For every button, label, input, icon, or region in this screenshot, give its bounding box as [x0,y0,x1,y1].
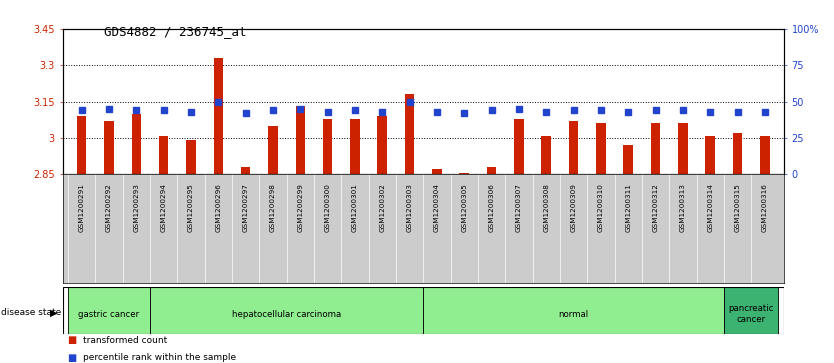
Bar [432,170,442,174]
Bar [596,123,605,174]
Text: GSM1200305: GSM1200305 [461,183,467,232]
Text: ■: ■ [67,352,76,363]
Bar [487,167,496,174]
Text: GSM1200301: GSM1200301 [352,183,358,232]
Text: GSM1200292: GSM1200292 [106,183,112,232]
Bar [624,145,633,174]
Bar [724,287,778,334]
Text: GSM1200306: GSM1200306 [489,183,495,232]
Bar [460,173,469,174]
Text: GSM1200313: GSM1200313 [680,183,686,232]
Bar [158,135,168,174]
Text: GSM1200303: GSM1200303 [407,183,413,232]
Text: GSM1200299: GSM1200299 [297,183,304,232]
Text: GSM1200291: GSM1200291 [78,183,85,232]
Bar [423,287,724,334]
Bar [132,114,141,174]
Text: GSM1200309: GSM1200309 [570,183,576,232]
Bar [77,116,87,174]
Bar [68,287,150,334]
Text: GSM1200296: GSM1200296 [215,183,221,232]
Bar [678,123,688,174]
Bar [350,119,359,174]
Text: GSM1200315: GSM1200315 [735,183,741,232]
Text: transformed count: transformed count [83,336,168,344]
Bar [323,119,333,174]
Text: normal: normal [559,310,589,319]
Bar [295,106,305,174]
Text: percentile rank within the sample: percentile rank within the sample [83,353,237,362]
Bar [651,123,661,174]
Text: gastric cancer: gastric cancer [78,310,139,319]
Bar [404,94,414,174]
Text: GSM1200302: GSM1200302 [379,183,385,232]
Bar [104,121,113,174]
Bar [186,140,196,174]
Text: GSM1200316: GSM1200316 [761,183,768,232]
Text: ■: ■ [67,335,76,345]
Bar [760,135,770,174]
Bar [706,135,715,174]
Bar [569,121,578,174]
Bar [269,126,278,174]
Bar [241,167,250,174]
Text: GSM1200308: GSM1200308 [543,183,550,232]
Bar [378,116,387,174]
Text: GSM1200298: GSM1200298 [270,183,276,232]
Text: GSM1200312: GSM1200312 [652,183,659,232]
Text: hepatocellular carcinoma: hepatocellular carcinoma [232,310,341,319]
Bar [150,287,423,334]
Text: GSM1200310: GSM1200310 [598,183,604,232]
Text: pancreatic
cancer: pancreatic cancer [728,305,774,324]
Text: GSM1200295: GSM1200295 [188,183,194,232]
Text: disease state: disease state [1,308,61,317]
Text: GSM1200307: GSM1200307 [516,183,522,232]
Text: GSM1200304: GSM1200304 [434,183,440,232]
Bar [514,119,524,174]
Bar [541,135,551,174]
Bar [733,133,742,174]
Text: GSM1200314: GSM1200314 [707,183,713,232]
Text: GDS4882 / 236745_at: GDS4882 / 236745_at [104,25,247,38]
Text: GSM1200300: GSM1200300 [324,183,330,232]
Text: GSM1200294: GSM1200294 [161,183,167,232]
Text: GSM1200297: GSM1200297 [243,183,249,232]
Text: ▶: ▶ [50,308,58,318]
Text: GSM1200311: GSM1200311 [626,183,631,232]
Bar [214,58,223,174]
Text: GSM1200293: GSM1200293 [133,183,139,232]
